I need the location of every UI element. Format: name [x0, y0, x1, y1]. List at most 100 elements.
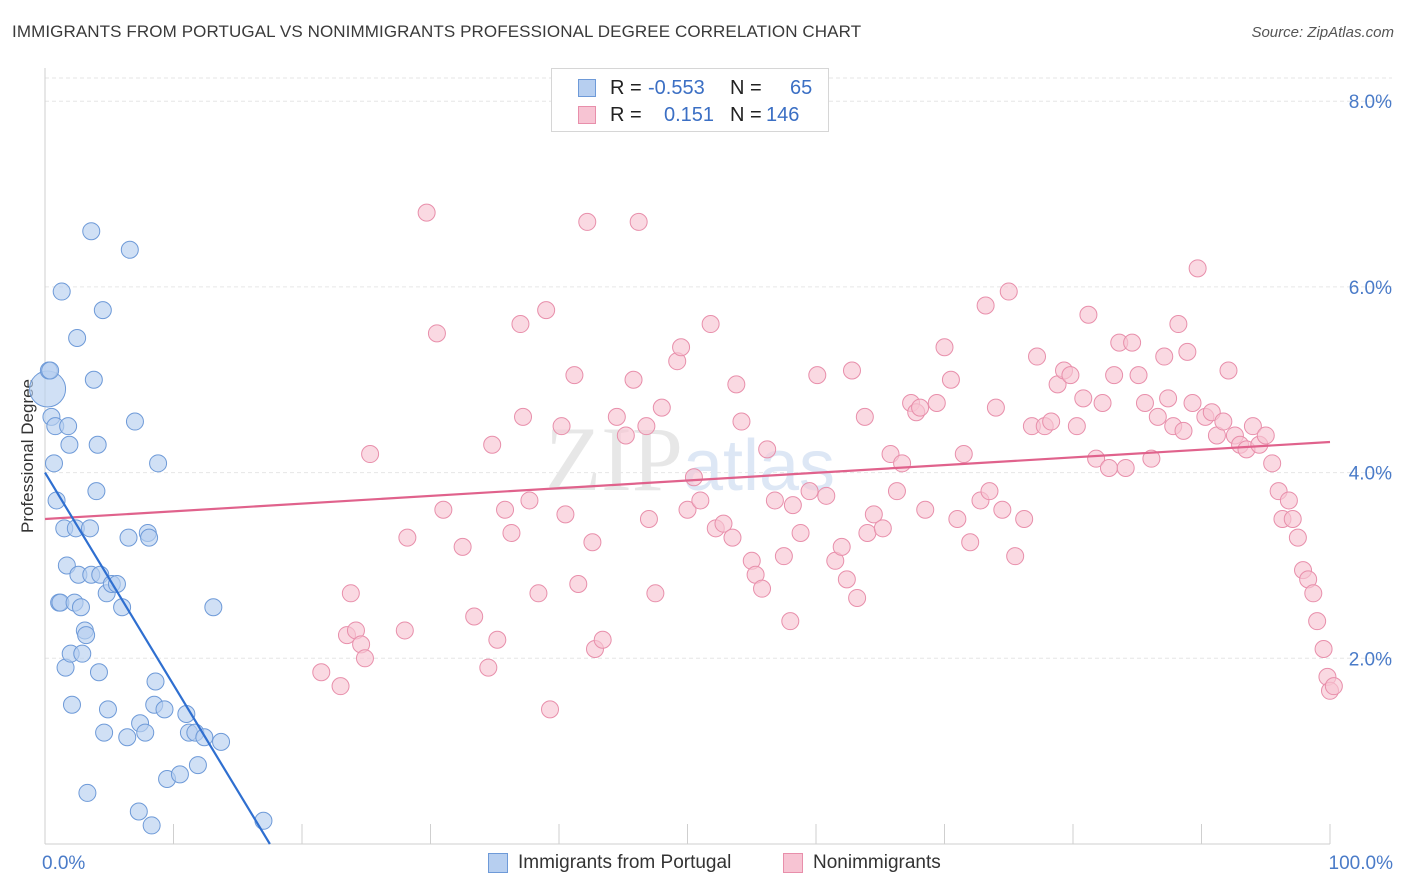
legend-r-label: R =	[610, 77, 642, 99]
nonimmigrant-point	[999, 282, 1018, 301]
nonimmigrant-point	[1129, 366, 1148, 385]
nonimmigrant-point	[678, 500, 697, 519]
nonimmigrant-point	[714, 514, 733, 533]
legend-n-label: N =	[730, 77, 762, 99]
nonimmigrant-point	[774, 547, 793, 566]
portugal-point	[170, 765, 189, 784]
nonimmigrant-point	[887, 482, 906, 501]
nonimmigrant-point	[911, 398, 930, 417]
portugal-points	[29, 222, 273, 835]
nonimmigrant-point	[1142, 449, 1161, 468]
nonimmigrant-point	[848, 588, 867, 607]
nonimmigrant-point	[961, 533, 980, 552]
portugal-point	[136, 723, 155, 742]
nonimmigrant-point	[434, 500, 453, 519]
portugal-point	[68, 328, 87, 347]
chart-title: IMMIGRANTS FROM PORTUGAL VS NONIMMIGRANT…	[12, 22, 862, 41]
nonimmigrant-point	[552, 417, 571, 436]
nonimmigrant-point	[1174, 421, 1193, 440]
nonimmigrant-point	[1243, 417, 1262, 436]
nonimmigrant-point	[1263, 454, 1282, 473]
nonimmigrant-point	[800, 482, 819, 501]
portugal-point	[118, 728, 137, 747]
portugal-point	[95, 723, 114, 742]
nonimmigrant-point	[1079, 305, 1098, 324]
portugal-trend-line	[44, 472, 271, 845]
nonimmigrant-point	[1314, 640, 1333, 659]
portugal-point	[212, 732, 231, 751]
nonimmigrant-point	[858, 523, 877, 542]
nonimmigrant-point	[537, 301, 556, 320]
portugal-point	[149, 454, 168, 473]
nonimmigrant-point	[616, 426, 635, 445]
nonimmigrant-point	[672, 338, 691, 357]
nonimmigrant-point	[927, 393, 946, 412]
nonimmigrant-point	[1061, 366, 1080, 385]
legend-r-label: R =	[610, 104, 642, 126]
nonimmigrant-point	[1219, 361, 1238, 380]
nonimmigrant-point	[980, 482, 999, 501]
nonimmigrant-point	[701, 315, 720, 334]
correlation-legend: R = -0.553 N = 65 R = 0.151 N = 146	[551, 68, 829, 132]
nonimmigrant-point	[355, 649, 374, 668]
nonimmigrant-point	[893, 454, 912, 473]
nonimmigrants-points	[312, 106, 1343, 719]
y-tick-label: 4.0%	[1349, 464, 1392, 485]
nonimmigrant-point	[1074, 389, 1093, 408]
nonimmigrant-point	[1123, 333, 1142, 352]
portugal-point	[254, 811, 273, 830]
nonimmigrant-point	[417, 203, 436, 222]
portugal-point	[78, 783, 97, 802]
portugal-point	[98, 700, 117, 719]
nonimmigrant-point	[791, 523, 810, 542]
portugal-point	[155, 700, 174, 719]
nonimmigrant-point	[1116, 458, 1135, 477]
nonimmigrant-point	[652, 398, 671, 417]
nonimmigrant-point	[781, 612, 800, 631]
nonimmigrant-point	[583, 533, 602, 552]
nonimmigrant-point	[993, 500, 1012, 519]
nonimmigrant-point	[496, 500, 515, 519]
y-tick-label: 2.0%	[1349, 649, 1392, 670]
nonimmigrant-point	[1256, 426, 1275, 445]
bottom-legend-swatch-pink	[783, 853, 803, 873]
nonimmigrant-point	[1324, 677, 1343, 696]
nonimmigrant-point	[465, 607, 484, 626]
portugal-point	[60, 435, 79, 454]
legend-r-value: 0.151	[664, 104, 715, 126]
nonimmigrant-point	[954, 445, 973, 464]
nonimmigrant-point	[976, 296, 995, 315]
nonimmigrant-point	[529, 584, 548, 603]
nonimmigrant-point	[578, 212, 597, 231]
nonimmigrant-point	[691, 491, 710, 510]
nonimmigrant-point	[1304, 584, 1323, 603]
nonimmigrant-point	[817, 486, 836, 505]
nonimmigrant-point	[593, 630, 612, 649]
trend-lines	[44, 440, 1331, 845]
nonimmigrant-point	[916, 500, 935, 519]
nonimmigrant-point	[1169, 315, 1188, 334]
bottom-legend-label: Nonimmigrants	[813, 852, 941, 873]
portugal-point	[120, 240, 139, 259]
nonimmigrant-point	[502, 523, 521, 542]
portugal-point	[89, 663, 108, 682]
nonimmigrant-point	[361, 445, 380, 464]
nonimmigrant-point	[1093, 393, 1112, 412]
nonimmigrant-point	[1279, 491, 1298, 510]
legend-n-label: N =	[730, 104, 762, 126]
portugal-point	[73, 644, 92, 663]
nonimmigrant-point	[607, 407, 626, 426]
nonimmigrant-point	[684, 468, 703, 487]
nonimmigrant-point	[1308, 612, 1327, 631]
portugal-point	[140, 528, 159, 547]
portugal-point	[80, 519, 99, 538]
portugal-point	[44, 454, 63, 473]
nonimmigrant-point	[1006, 547, 1025, 566]
nonimmigrant-point	[873, 519, 892, 538]
legend-n-value: 65	[790, 77, 813, 99]
nonimmigrant-point	[483, 435, 502, 454]
portugal-point	[129, 802, 148, 821]
nonimmigrant-point	[556, 505, 575, 524]
bottom-legend-swatch-blue	[488, 853, 508, 873]
